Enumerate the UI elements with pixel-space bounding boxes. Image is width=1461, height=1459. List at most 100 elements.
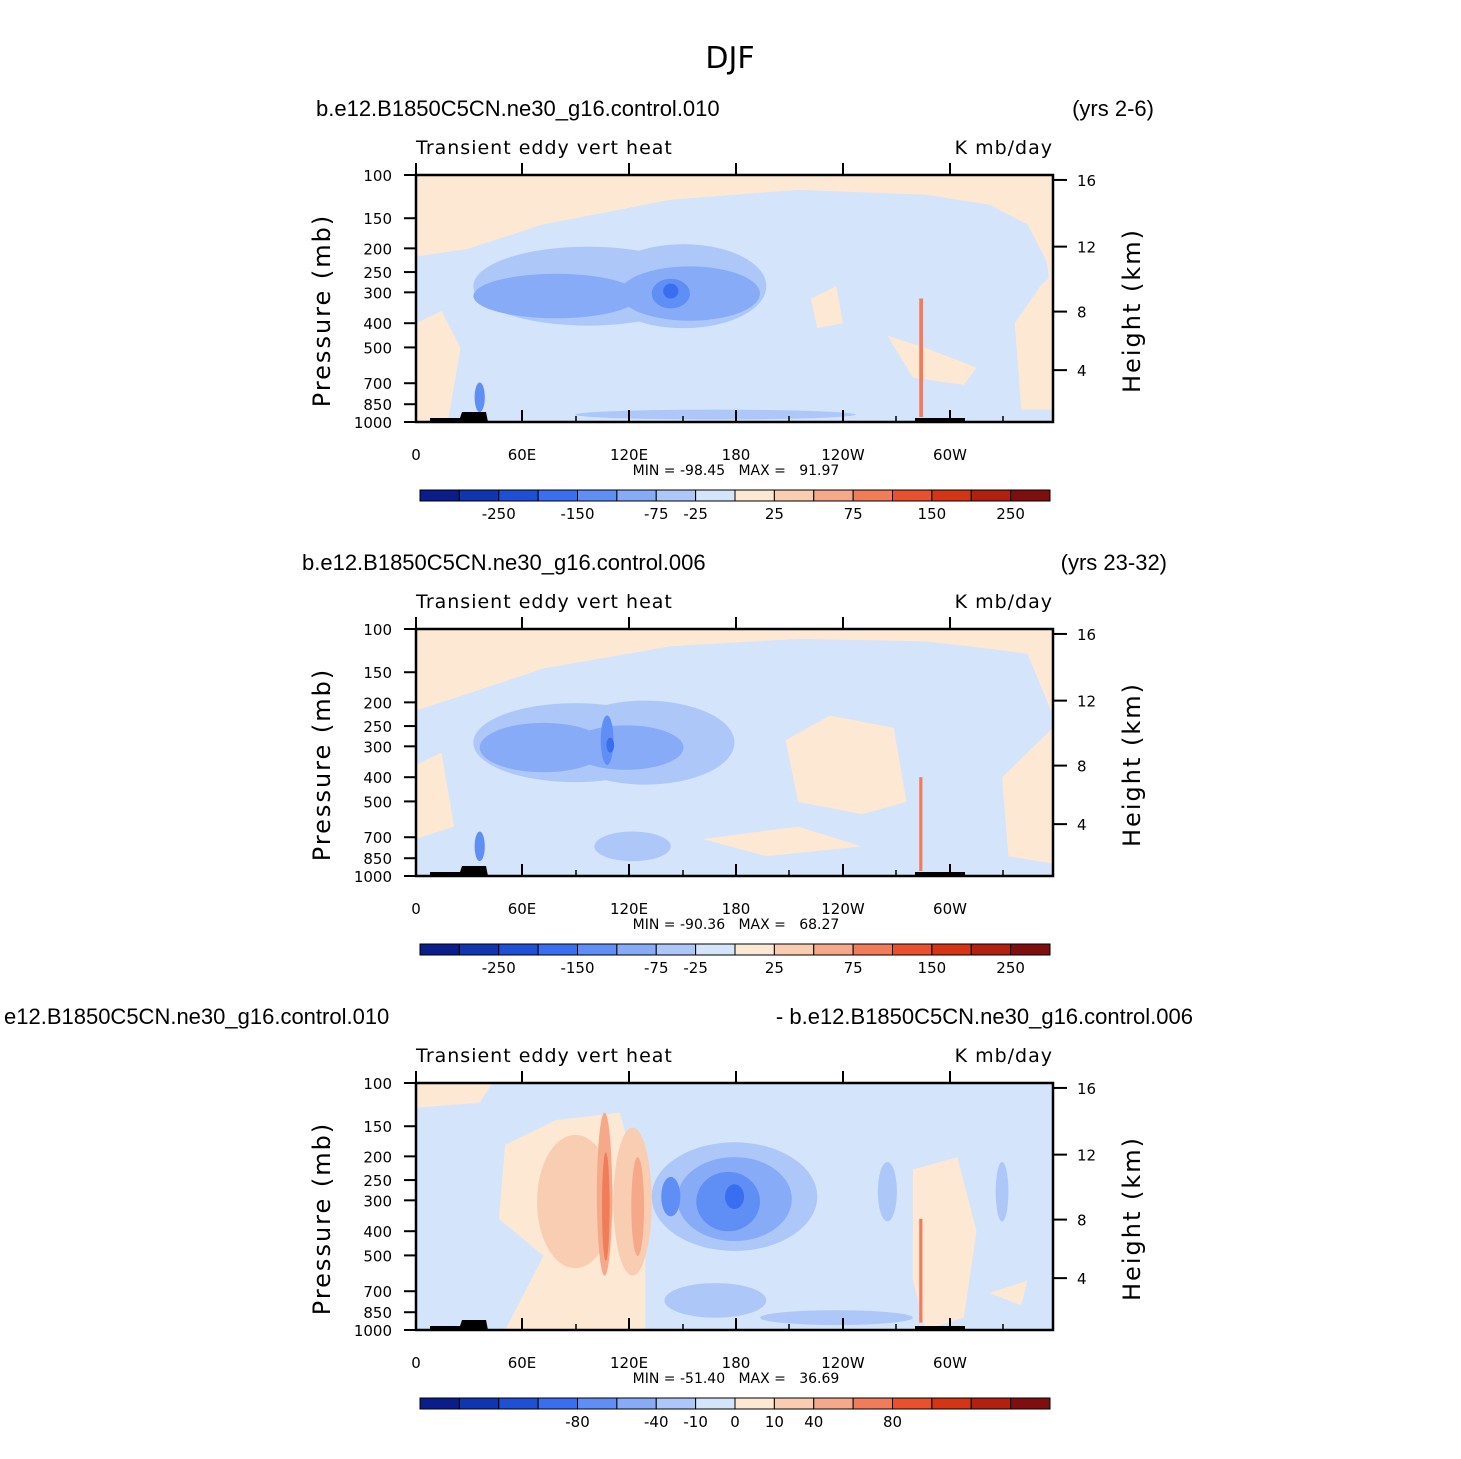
y-tick-label: 150 <box>363 1118 392 1136</box>
terrain-mask <box>430 866 488 876</box>
y-tick-label: 1000 <box>354 414 392 432</box>
contour-region <box>661 1176 681 1217</box>
contour-region <box>724 1184 745 1209</box>
y-tick-label: 250 <box>363 264 392 282</box>
x-tick-label: 60W <box>933 1354 967 1372</box>
colorbar-swatch <box>695 1397 736 1410</box>
panel-left-title: b.e12.B1850C5CN.ne30_g16.control.006 <box>302 550 706 575</box>
colorbar-label: -150 <box>560 505 594 523</box>
colorbar-swatch <box>419 943 460 956</box>
terrain-mask <box>915 1326 965 1330</box>
colorbar-swatch <box>892 1397 933 1410</box>
y-tick-label: 400 <box>363 315 392 333</box>
colorbar-swatch <box>773 943 815 956</box>
colorbar-swatch <box>734 943 775 956</box>
x-tick-label: 120W <box>821 900 865 918</box>
colorbar-label: 250 <box>996 505 1025 523</box>
y-axis-label: Pressure (mb) <box>308 214 336 407</box>
colorbar-swatch <box>577 943 618 956</box>
y-tick-label: 400 <box>363 769 392 787</box>
panel-right-title: (yrs 23-32) <box>1061 550 1167 575</box>
contour-region <box>416 629 1053 716</box>
y2-tick-label: 12 <box>1077 1147 1096 1165</box>
colorbar-label: 0 <box>730 1413 740 1431</box>
contour-region <box>785 715 907 815</box>
colorbar-swatch <box>734 1397 775 1410</box>
contour-region <box>594 831 671 862</box>
variable-label: Transient eddy vert heat <box>415 1045 673 1067</box>
min-max-label: MIN = -90.36 MAX = 68.27 <box>633 917 840 933</box>
y-tick-label: 200 <box>363 240 392 258</box>
x-tick-label: 120W <box>821 1354 865 1372</box>
colorbar-swatch <box>616 1397 657 1410</box>
x-tick-label: 60E <box>508 900 537 918</box>
panel-right-title: (yrs 2-6) <box>1072 96 1154 121</box>
contour-region <box>416 175 1053 304</box>
x-tick-label: 120W <box>821 446 865 464</box>
contour-region <box>416 1083 493 1108</box>
y-tick-label: 700 <box>363 375 392 393</box>
contour-region <box>995 1162 1009 1222</box>
panel-3: e12.B1850C5CN.ne30_g16.control.010 - b.e1… <box>4 1004 1193 1431</box>
terrain-mask <box>430 1320 488 1330</box>
x-tick-label: 120E <box>610 900 648 918</box>
contour-region <box>810 286 843 329</box>
contour-region <box>1014 273 1053 410</box>
contour-region <box>877 1162 897 1222</box>
colorbar-swatch <box>970 1397 1012 1410</box>
y-tick-label: 1000 <box>354 868 392 886</box>
terrain-mask <box>915 872 965 876</box>
colorbar-label: -25 <box>683 959 708 977</box>
colorbar-label: 75 <box>844 959 863 977</box>
colorbar-label: -75 <box>644 505 669 523</box>
x-tick-label: 180 <box>722 446 751 464</box>
colorbar-swatch <box>1010 489 1051 502</box>
units-label: K mb/day <box>955 137 1053 159</box>
contour-region <box>759 1310 913 1326</box>
colorbar-swatch <box>419 489 460 502</box>
colorbar-swatch <box>498 489 539 502</box>
y-tick-label: 200 <box>363 1148 392 1166</box>
contour-region <box>473 273 639 319</box>
y-tick-label: 400 <box>363 1223 392 1241</box>
contour-region <box>912 1157 977 1330</box>
colorbar: -80 -40 -10 0 10 40 80 <box>419 1397 1051 1431</box>
colorbar-label: 150 <box>918 505 947 523</box>
colorbar-swatch <box>892 943 933 956</box>
colorbar-label: 25 <box>765 505 784 523</box>
contour-region <box>474 831 485 862</box>
x-tick-label: 180 <box>722 1354 751 1372</box>
units-label: K mb/day <box>955 591 1053 613</box>
x-tick-label: 0 <box>411 446 421 464</box>
contour-region <box>602 1152 610 1261</box>
colorbar-swatch <box>931 1397 972 1410</box>
terrain-mask <box>430 412 488 422</box>
y2-axis-label: Height (km) <box>1118 1136 1146 1301</box>
y-tick-label: 100 <box>363 167 392 185</box>
y-tick-label: 850 <box>363 850 392 868</box>
contour-region <box>919 1218 923 1323</box>
contour-region <box>474 382 485 413</box>
y-tick-label: 150 <box>363 210 392 228</box>
y2-tick-label: 4 <box>1077 816 1087 834</box>
x-tick-label: 60W <box>933 900 967 918</box>
y-axis-label: Pressure (mb) <box>308 1122 336 1315</box>
y2-axis-label: Height (km) <box>1118 228 1146 393</box>
x-tick-label: 0 <box>411 900 421 918</box>
colorbar-swatch <box>498 943 539 956</box>
colorbar-swatch <box>773 1397 815 1410</box>
variable-label: Transient eddy vert heat <box>415 137 673 159</box>
colorbar-label: 250 <box>996 959 1025 977</box>
contour-region <box>919 777 923 872</box>
colorbar-label: 80 <box>883 1413 902 1431</box>
panel-left-title: b.e12.B1850C5CN.ne30_g16.control.010 <box>316 96 720 121</box>
colorbar-swatch <box>655 1397 697 1410</box>
y-tick-label: 100 <box>363 621 392 639</box>
colorbar-label: 75 <box>844 505 863 523</box>
colorbar-swatch <box>458 489 500 502</box>
y-tick-label: 200 <box>363 694 392 712</box>
colorbar-swatch <box>419 1397 460 1410</box>
panel-left-title: e12.B1850C5CN.ne30_g16.control.010 <box>4 1004 389 1029</box>
colorbar-swatch <box>655 943 697 956</box>
colorbar-swatch <box>577 1397 618 1410</box>
